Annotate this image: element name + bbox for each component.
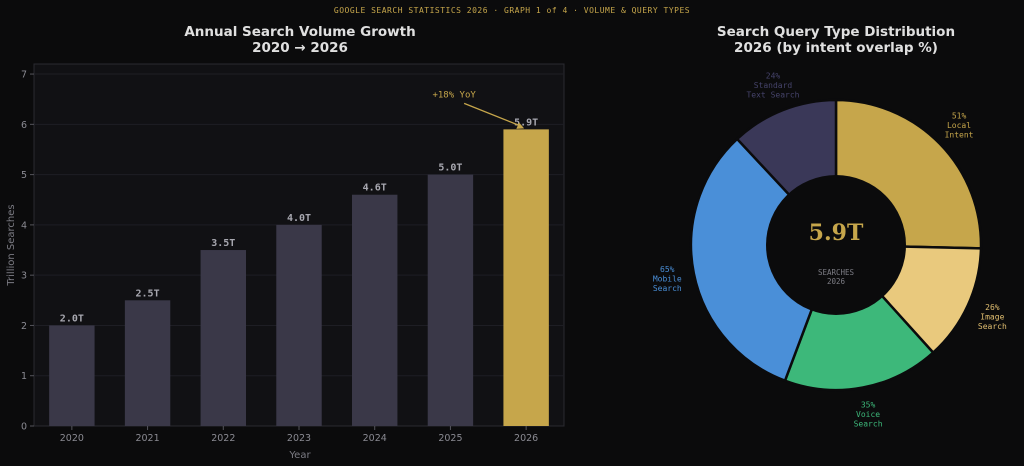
annotation-arrowhead <box>516 122 525 129</box>
donut-slice <box>783 242 935 392</box>
donut-slice-label-line: Standard <box>754 81 793 90</box>
donut-title-line-1: Search Query Type Distribution <box>717 24 955 40</box>
bar-y-tick-label: 6 <box>21 120 27 131</box>
donut-slice-label-line: 65% <box>660 265 675 274</box>
annotation-text: +18% YoY <box>432 90 476 100</box>
donut-slice-label-line: 24% <box>766 71 781 80</box>
donut-center-value: 5.9T <box>809 220 864 246</box>
donut-slice-label-line: 51% <box>952 111 967 120</box>
bar-series: 2.0T 2.5T 3.5T 4.0T 4.6T 5.0T 5.9T <box>49 117 549 426</box>
donut-slice-label-line: Intent <box>945 130 974 139</box>
donut-slice-label-line: Image <box>980 313 1004 322</box>
bar-x-tick-label: 2023 <box>287 433 311 444</box>
bar-y-axis-label: Trillion Searches <box>6 204 17 286</box>
bar-x-tick-label: 2024 <box>363 433 387 444</box>
bar-value-label: 5.0T <box>438 163 462 174</box>
annotation-arrow <box>463 102 520 126</box>
donut-slice-label: 26% Image Search <box>978 303 1007 331</box>
donut-center-label-line-1: SEARCHES <box>818 268 855 277</box>
bar-x-tick-label: 2025 <box>438 433 462 444</box>
donut-slice-label-line: Local <box>947 121 971 130</box>
bar-y-ticks: 0 1 2 3 4 5 6 7 <box>21 70 34 433</box>
donut-slice-label-line: Text Search <box>746 90 799 99</box>
bar-value-label: 4.0T <box>287 213 311 224</box>
donut-slice <box>689 137 838 383</box>
bar-value-label: 4.6T <box>363 183 387 194</box>
bar <box>124 300 171 426</box>
donut-hole <box>766 175 906 315</box>
bar <box>427 174 474 426</box>
donut-slice-label-line: Search <box>978 322 1007 331</box>
bar <box>503 129 549 426</box>
donut-slice-label: 24% Standard Text Search <box>746 71 799 99</box>
donut-slice-label: 65% Mobile Search <box>653 265 682 293</box>
donut-center-label-line-2: 2026 <box>827 277 846 286</box>
donut-slice-label-line: Mobile <box>653 274 682 283</box>
bar-value-label: 2.5T <box>136 288 160 299</box>
bar-value-label: 2.0T <box>60 313 84 324</box>
bar-chart-title-line-1: Annual Search Volume Growth <box>184 24 415 40</box>
bar <box>276 224 322 426</box>
donut-slice-label-line: 26% <box>985 303 1000 312</box>
bar-y-tick-label: 1 <box>21 371 27 382</box>
bar-chart-title-line-2: 2020 → 2026 <box>252 40 348 56</box>
bar-y-tick-label: 2 <box>21 321 27 332</box>
donut-slice-label-line: 35% <box>861 400 876 409</box>
supertitle: GOOGLE SEARCH STATISTICS 2026 · GRAPH 1 … <box>333 6 691 15</box>
donut-slice-label-line: Search <box>653 284 682 293</box>
bar-y-tick-label: 3 <box>21 271 27 282</box>
bar <box>49 325 95 426</box>
bar <box>352 194 398 426</box>
bar-x-ticks: 2020 2021 2022 2023 2024 2025 2026 <box>60 426 538 444</box>
donut-slice-label: 35% Voice Search <box>854 400 883 428</box>
bar-value-label: 5.9T <box>514 117 538 128</box>
donut-slice-label-line: Voice <box>856 410 880 419</box>
bar-x-tick-label: 2021 <box>135 433 159 444</box>
donut-slice-label-line: Search <box>854 419 883 428</box>
bar-y-tick-label: 7 <box>21 70 27 81</box>
bar <box>200 250 246 426</box>
bar-x-tick-label: 2022 <box>211 433 235 444</box>
donut-title-line-2: 2026 (by intent overlap %) <box>734 40 938 56</box>
donut-slice-label: 51% Local Intent <box>945 111 974 139</box>
bar-x-axis-label: Year <box>288 450 311 461</box>
bar-x-tick-label: 2026 <box>514 433 538 444</box>
bar-y-tick-label: 4 <box>21 220 27 231</box>
bar-value-label: 3.5T <box>211 238 235 249</box>
bar-x-tick-label: 2020 <box>60 433 84 444</box>
bar-y-tick-label: 0 <box>21 422 27 433</box>
bar-y-tick-label: 5 <box>21 170 27 181</box>
